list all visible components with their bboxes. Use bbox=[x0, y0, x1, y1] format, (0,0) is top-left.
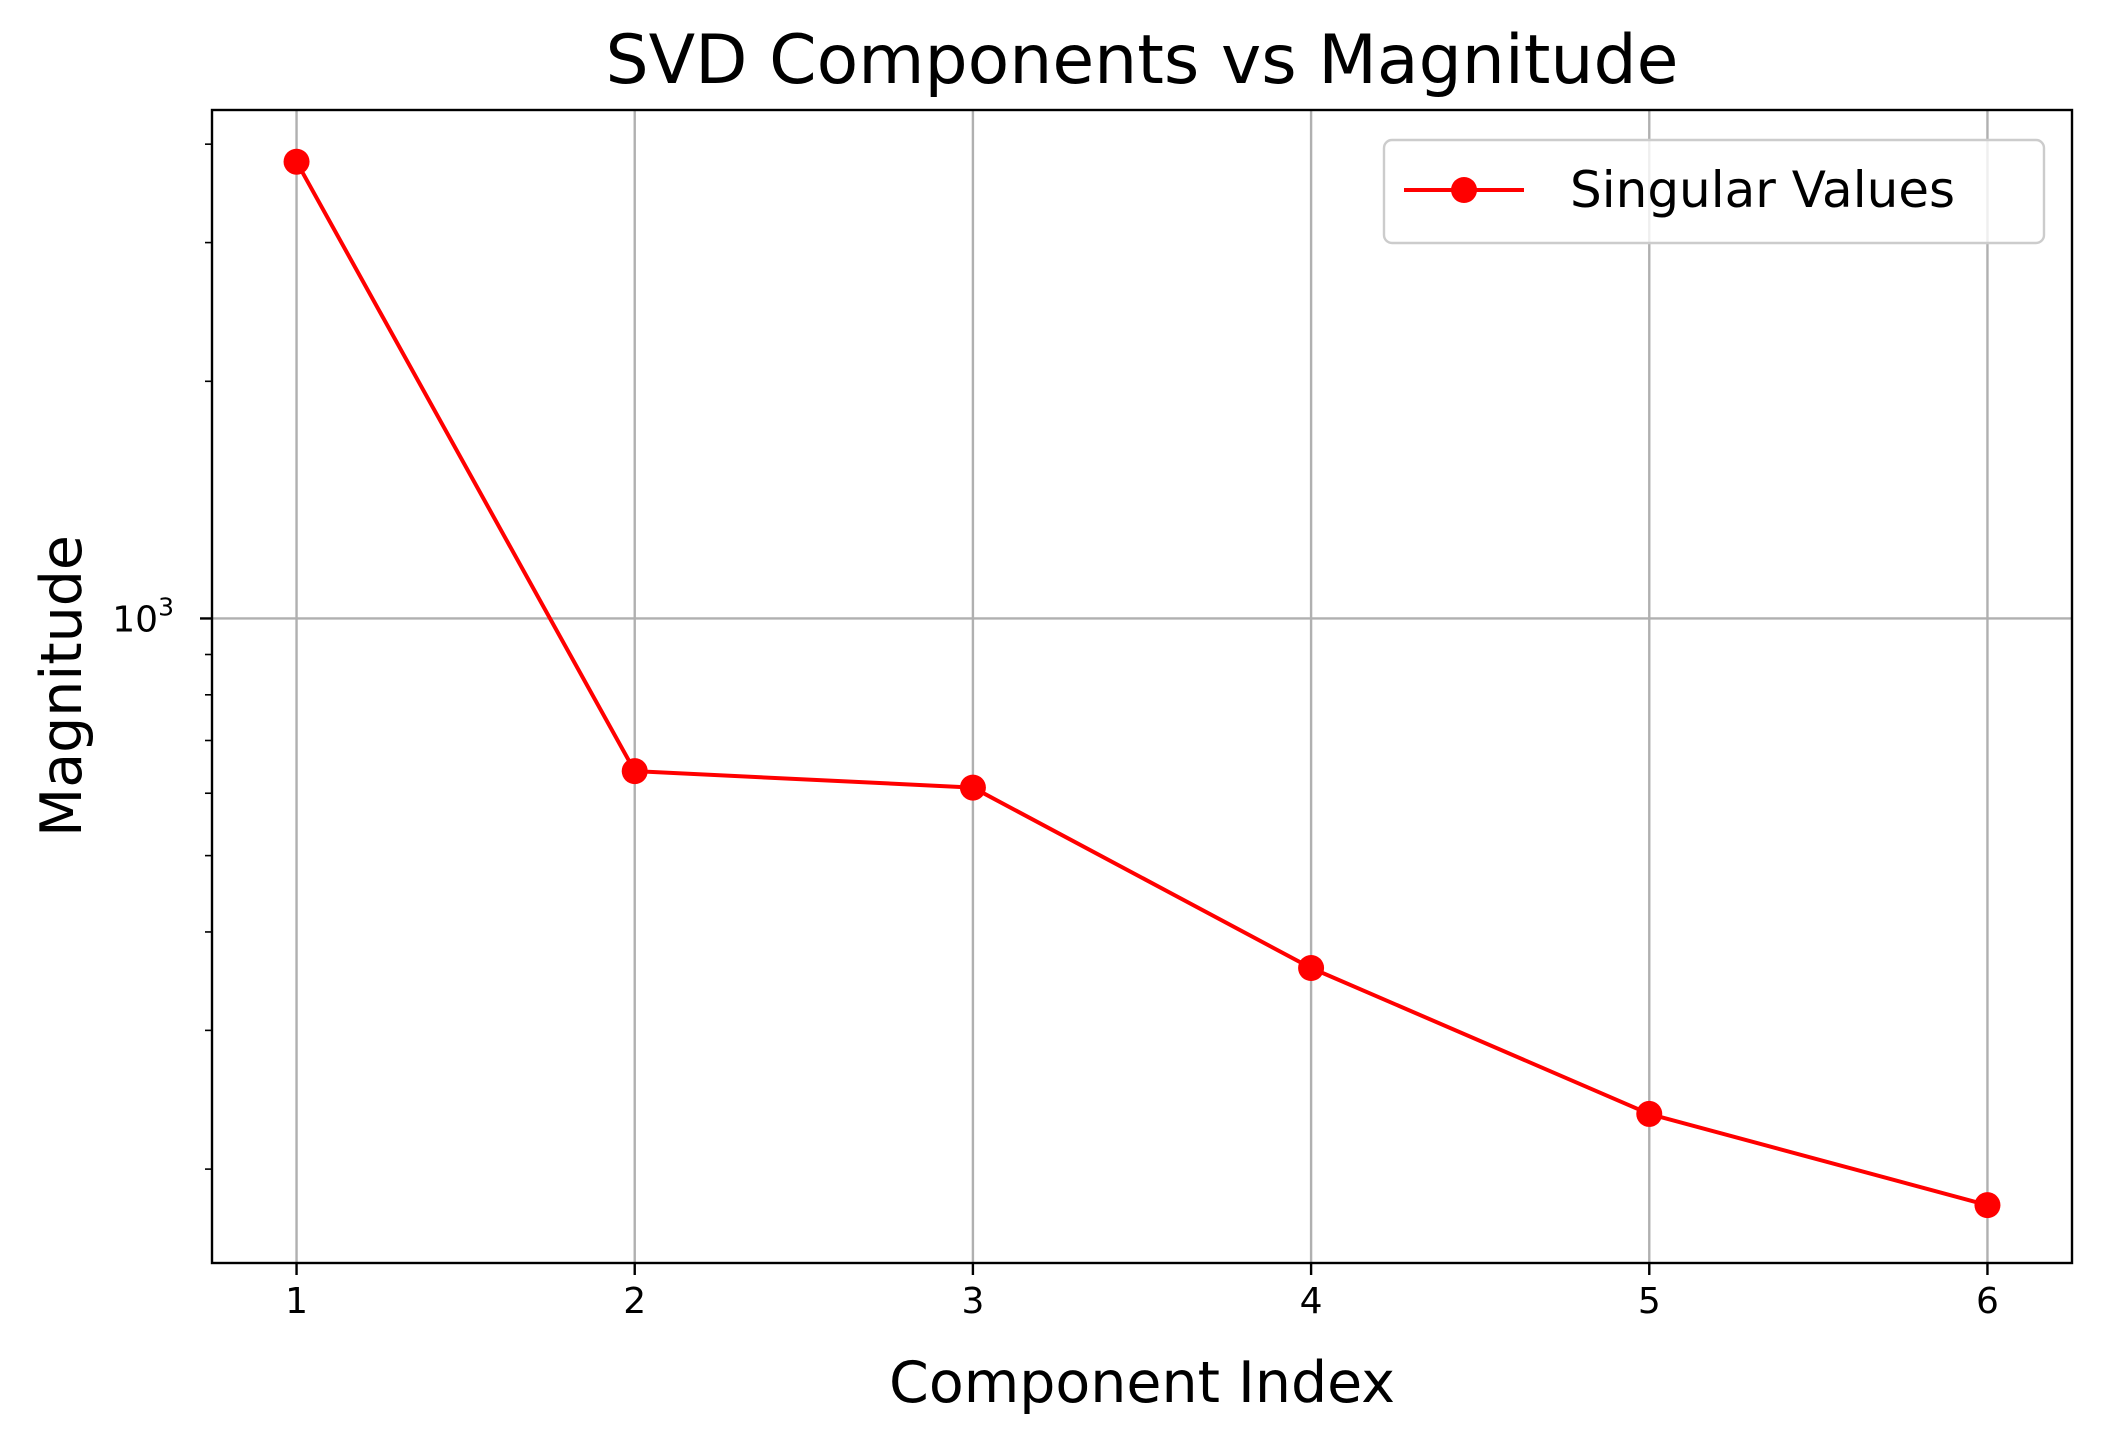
legend: Singular Values bbox=[1382, 138, 2046, 245]
x-tick-label: 6 bbox=[1976, 1281, 1999, 1322]
x-tick-label: 1 bbox=[285, 1281, 308, 1322]
x-axis-label: Component Index bbox=[889, 1350, 1395, 1416]
data-point bbox=[283, 148, 310, 175]
grid bbox=[212, 110, 2072, 1263]
series-line bbox=[294, 160, 1988, 1208]
x-axis-ticks: 1 2 3 4 5 6 bbox=[285, 1263, 1999, 1322]
axes-frame bbox=[210, 108, 2074, 1265]
x-tick-label: 4 bbox=[1300, 1281, 1323, 1322]
data-point bbox=[1298, 955, 1325, 982]
series-layer bbox=[283, 148, 2001, 1219]
data-point bbox=[621, 758, 648, 785]
legend-box bbox=[1382, 138, 2046, 245]
plot-area bbox=[212, 110, 2072, 1263]
data-point bbox=[1636, 1100, 1663, 1127]
data-point bbox=[959, 774, 986, 801]
legend-label: Singular Values bbox=[1570, 161, 1955, 219]
y-axis-label: Magnitude bbox=[29, 535, 95, 837]
data-point bbox=[1974, 1192, 2001, 1219]
chart-title: SVD Components vs Magnitude bbox=[605, 21, 1678, 100]
x-tick-label: 5 bbox=[1638, 1281, 1661, 1322]
legend-marker-sample bbox=[1451, 177, 1477, 203]
x-tick-label: 2 bbox=[623, 1281, 646, 1322]
x-tick-label: 3 bbox=[961, 1281, 984, 1322]
